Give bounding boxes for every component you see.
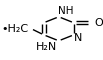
Text: NH: NH [58, 6, 73, 16]
Text: N: N [74, 33, 82, 43]
Text: •H₂C: •H₂C [2, 24, 29, 34]
Text: O: O [94, 18, 103, 28]
Text: H₂N: H₂N [36, 42, 57, 52]
